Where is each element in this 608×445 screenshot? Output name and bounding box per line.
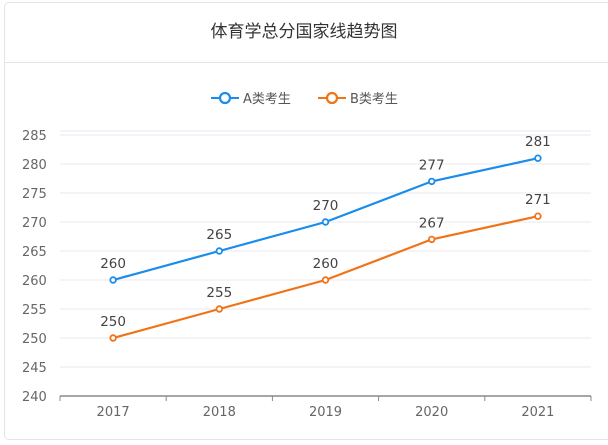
x-tick-label: 2018 — [203, 405, 236, 420]
x-tick-label: 2017 — [97, 405, 130, 420]
y-tick-label: 255 — [22, 303, 47, 318]
data-point — [534, 154, 542, 162]
legend-label: B类考生 — [350, 92, 398, 107]
data-point — [109, 334, 117, 342]
legend-marker-icon — [325, 91, 339, 105]
y-tick-label: 260 — [22, 274, 47, 289]
legend-marker-icon — [218, 91, 232, 105]
data-point — [321, 218, 330, 226]
y-tick-label: 245 — [22, 361, 47, 376]
x-tick-label: 2019 — [309, 405, 342, 420]
data-label: 260 — [313, 256, 339, 272]
y-tick-label: 285 — [22, 129, 47, 144]
data-label: 260 — [100, 256, 126, 272]
y-tick-label: 270 — [22, 216, 47, 231]
title-divider — [4, 62, 608, 63]
y-tick-label: 265 — [22, 245, 47, 260]
x-tick-label: 2020 — [415, 405, 448, 420]
data-point — [215, 305, 223, 313]
chart-title: 体育学总分国家线趋势图 — [210, 22, 398, 42]
legend-label: A类考生 — [243, 92, 291, 107]
data-point — [321, 276, 330, 284]
data-label: 265 — [206, 227, 232, 243]
y-tick-label: 250 — [22, 332, 47, 347]
data-label: 281 — [525, 134, 551, 150]
y-tick-label: 280 — [22, 158, 47, 173]
data-label: 277 — [419, 157, 445, 173]
y-tick-label: 240 — [22, 390, 47, 405]
data-label: 267 — [419, 215, 445, 231]
data-label: 270 — [313, 198, 339, 214]
x-tick-label: 2021 — [521, 405, 554, 420]
data-point — [215, 247, 223, 255]
data-point — [534, 212, 542, 220]
data-point — [428, 235, 436, 244]
data-label: 271 — [525, 192, 551, 208]
y-tick-label: 275 — [22, 187, 47, 202]
data-label: 250 — [100, 314, 126, 330]
data-label: 255 — [206, 285, 232, 301]
data-point — [109, 276, 117, 284]
data-point — [428, 177, 436, 186]
